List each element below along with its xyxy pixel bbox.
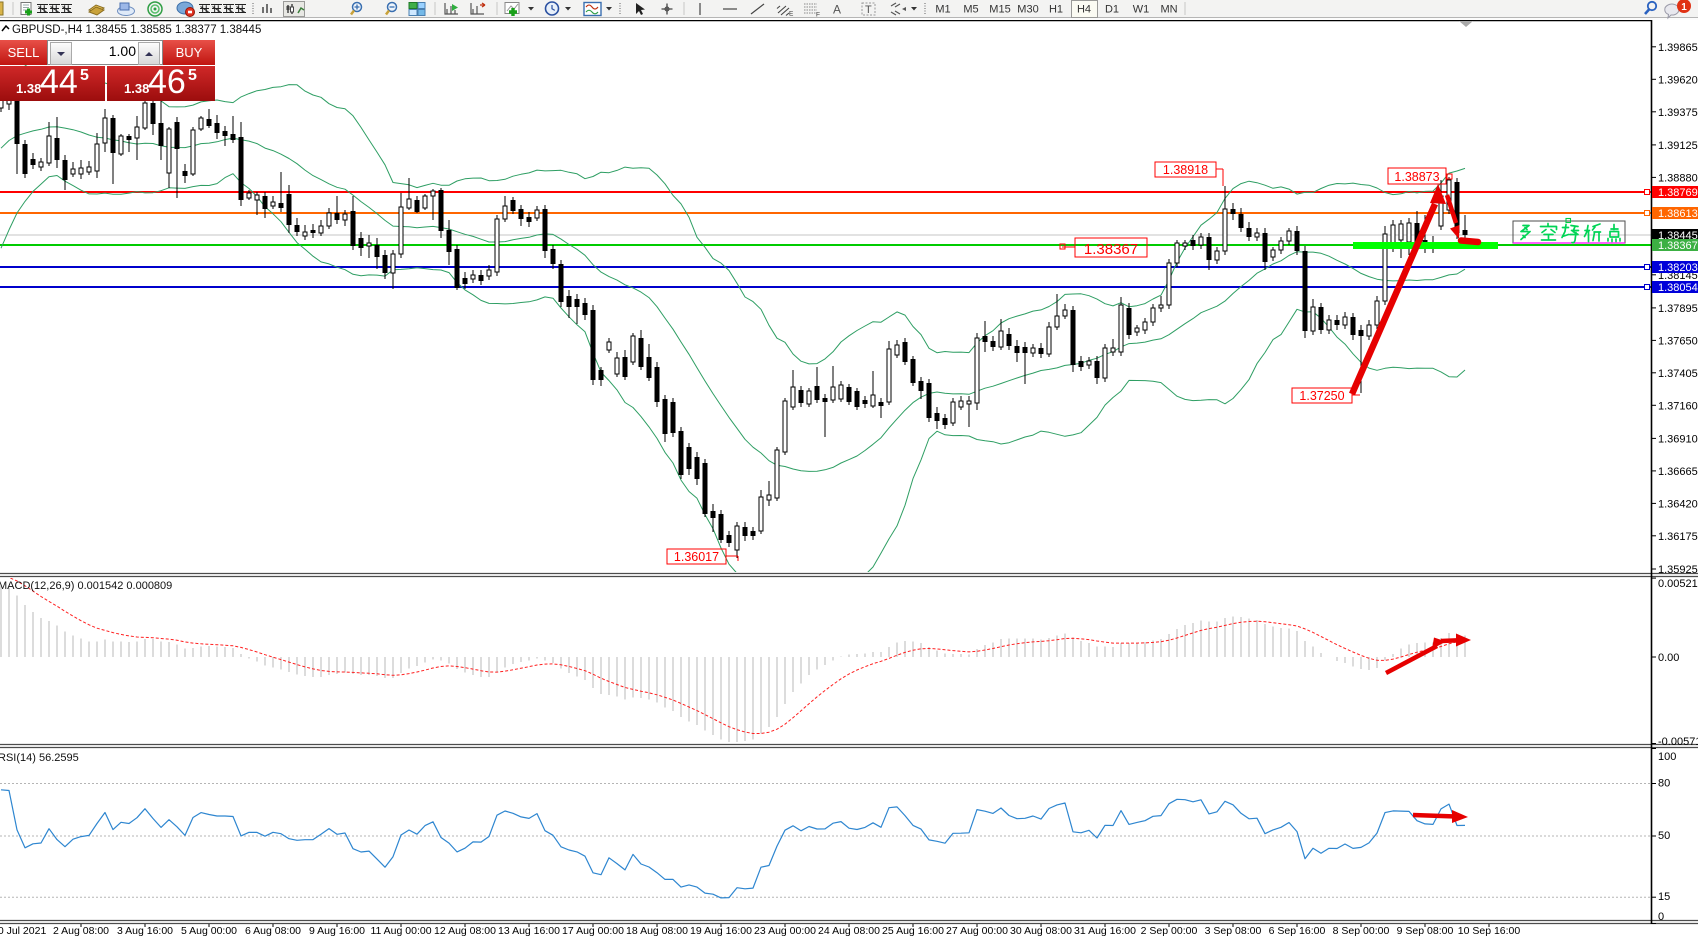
svg-text:19 Aug 16:00: 19 Aug 16:00 (690, 925, 752, 937)
svg-text:1.37895: 1.37895 (1658, 303, 1698, 315)
svg-text:1.37160: 1.37160 (1658, 400, 1698, 412)
svg-text:1.37650: 1.37650 (1658, 335, 1698, 347)
svg-text:3 Aug 16:00: 3 Aug 16:00 (117, 925, 173, 937)
svg-text:M15: M15 (989, 4, 1010, 16)
svg-text:2 Sep 00:00: 2 Sep 00:00 (1141, 925, 1198, 937)
svg-text:M1: M1 (935, 4, 950, 16)
svg-text:RSI(14) 56.2595: RSI(14) 56.2595 (0, 752, 79, 764)
svg-text:0.00: 0.00 (1658, 652, 1679, 664)
svg-text:17 Aug 00:00: 17 Aug 00:00 (562, 925, 624, 937)
svg-text:12 Aug 08:00: 12 Aug 08:00 (434, 925, 496, 937)
svg-text:1.37405: 1.37405 (1658, 368, 1698, 380)
svg-text:8 Sep 00:00: 8 Sep 00:00 (1333, 925, 1390, 937)
svg-text:E: E (789, 11, 794, 18)
svg-text:T: T (865, 4, 872, 16)
svg-text:30 Aug 08:00: 30 Aug 08:00 (1010, 925, 1072, 937)
svg-text:9 Sep 08:00: 9 Sep 08:00 (1397, 925, 1454, 937)
svg-text:W1: W1 (1133, 4, 1150, 16)
svg-text:1.36420: 1.36420 (1658, 498, 1698, 510)
svg-text:1: 1 (1681, 2, 1687, 13)
svg-text:1.38203: 1.38203 (1658, 262, 1698, 274)
svg-text:M5: M5 (963, 4, 978, 16)
svg-text:11 Aug 00:00: 11 Aug 00:00 (370, 925, 431, 937)
svg-text:1.39865: 1.39865 (1658, 42, 1698, 54)
svg-text:18 Aug 08:00: 18 Aug 08:00 (626, 925, 688, 937)
svg-text:80: 80 (1658, 778, 1670, 790)
svg-text:1.36017: 1.36017 (674, 550, 719, 564)
svg-text:1.38367: 1.38367 (1084, 241, 1138, 258)
svg-text:10 Sep 16:00: 10 Sep 16:00 (1458, 925, 1521, 937)
svg-text:100: 100 (1658, 751, 1676, 763)
svg-text:27 Aug 00:00: 27 Aug 00:00 (946, 925, 1008, 937)
svg-text:H1: H1 (1049, 4, 1063, 16)
svg-text:50: 50 (1658, 830, 1670, 842)
svg-text:1.38873: 1.38873 (1394, 170, 1439, 184)
svg-text:1.36175: 1.36175 (1658, 531, 1698, 543)
svg-text:F: F (816, 12, 820, 19)
svg-text:1.39125: 1.39125 (1658, 140, 1698, 152)
svg-text:M30: M30 (1017, 4, 1038, 16)
svg-text:6 Aug 08:00: 6 Aug 08:00 (245, 925, 301, 937)
svg-text:24 Aug 08:00: 24 Aug 08:00 (818, 925, 880, 937)
svg-text:1.38769: 1.38769 (1658, 187, 1698, 199)
svg-text:1.38613: 1.38613 (1658, 208, 1698, 220)
svg-text:23 Aug 00:00: 23 Aug 00:00 (754, 925, 816, 937)
svg-text:1.37250: 1.37250 (1299, 389, 1344, 403)
svg-text:15: 15 (1658, 891, 1670, 903)
svg-text:MN: MN (1160, 4, 1177, 16)
svg-text:2 Aug 08:00: 2 Aug 08:00 (53, 925, 109, 937)
svg-text:A: A (833, 3, 841, 17)
svg-text:5 Aug 00:00: 5 Aug 00:00 (181, 925, 237, 937)
svg-text:25 Aug 16:00: 25 Aug 16:00 (882, 925, 944, 937)
svg-text:1.36665: 1.36665 (1658, 466, 1698, 478)
svg-text:1.39620: 1.39620 (1658, 74, 1698, 86)
svg-text:1.38918: 1.38918 (1163, 163, 1208, 177)
svg-text:0.00521: 0.00521 (1658, 578, 1698, 590)
svg-text:1.36910: 1.36910 (1658, 433, 1698, 445)
svg-text:1.38880: 1.38880 (1658, 172, 1698, 184)
svg-text:6 Sep 16:00: 6 Sep 16:00 (1269, 925, 1326, 937)
svg-text:3 Sep 08:00: 3 Sep 08:00 (1205, 925, 1262, 937)
svg-text:30 Jul 2021: 30 Jul 2021 (0, 925, 46, 937)
svg-text:1.38367: 1.38367 (1658, 240, 1698, 252)
svg-text:1.39375: 1.39375 (1658, 107, 1698, 119)
svg-text:1.35925: 1.35925 (1658, 564, 1698, 576)
svg-text:9 Aug 16:00: 9 Aug 16:00 (309, 925, 365, 937)
svg-text:H4: H4 (1077, 4, 1091, 16)
svg-text:D1: D1 (1105, 4, 1119, 16)
svg-text:1.38054: 1.38054 (1658, 282, 1698, 294)
svg-text:0: 0 (1658, 911, 1664, 923)
svg-text:MACD(12,26,9) 0.001542 0.00080: MACD(12,26,9) 0.001542 0.000809 (0, 580, 172, 592)
svg-text:-0.00571: -0.00571 (1658, 736, 1698, 748)
svg-text:31 Aug 16:00: 31 Aug 16:00 (1074, 925, 1136, 937)
svg-text:GBPUSD-,H4 1.38455 1.38585 1.: GBPUSD-,H4 1.38455 1.38585 1.38377 1.384… (12, 24, 261, 36)
svg-text:13 Aug 16:00: 13 Aug 16:00 (498, 925, 560, 937)
